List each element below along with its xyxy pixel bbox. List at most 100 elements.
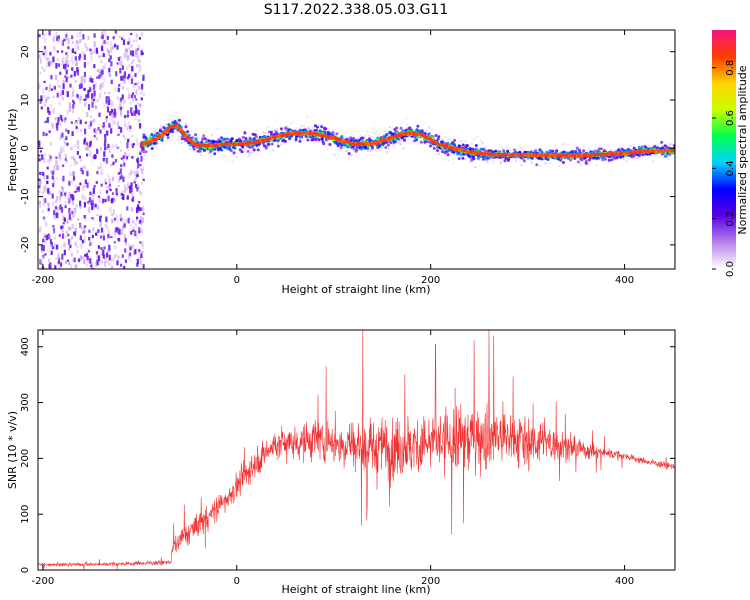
ridge-cell bbox=[476, 135, 479, 138]
noise-cell bbox=[87, 249, 90, 253]
noise-cell bbox=[104, 63, 107, 69]
noise-cell bbox=[87, 89, 90, 93]
noise-cell bbox=[91, 234, 94, 239]
noise-cell bbox=[130, 112, 134, 116]
ridge-cell bbox=[248, 137, 252, 141]
noise-cell bbox=[101, 168, 104, 175]
noise-cell bbox=[105, 182, 108, 185]
ridge-cell bbox=[607, 158, 611, 162]
noise-cell bbox=[46, 202, 49, 206]
noise-cell bbox=[129, 125, 132, 129]
noise-cell bbox=[130, 94, 133, 99]
noise-cell bbox=[122, 193, 125, 200]
noise-cell bbox=[99, 189, 102, 196]
noise-cell bbox=[101, 124, 104, 127]
ridge-cell bbox=[555, 147, 558, 150]
noise-cell bbox=[60, 156, 63, 162]
noise-cell bbox=[110, 213, 114, 216]
noise-cell bbox=[44, 184, 47, 189]
noise-cell bbox=[80, 226, 83, 230]
ridge-cell bbox=[184, 125, 188, 129]
noise-cell bbox=[46, 166, 49, 170]
ridge-cell bbox=[418, 129, 422, 133]
ridge-cell bbox=[244, 147, 247, 151]
noise-cell bbox=[99, 129, 102, 134]
noise-cell bbox=[91, 158, 94, 164]
noise-cell bbox=[54, 117, 57, 121]
noise-cell bbox=[125, 219, 128, 223]
ridge-cell bbox=[326, 132, 330, 135]
noise-cell bbox=[45, 222, 48, 227]
ridge-cell bbox=[453, 138, 457, 142]
noise-cell bbox=[92, 219, 96, 222]
noise-cell bbox=[82, 51, 85, 55]
noise-cell bbox=[142, 77, 145, 81]
ridge-cell bbox=[307, 126, 310, 130]
ridge-cell bbox=[141, 150, 144, 153]
noise-cell bbox=[99, 84, 102, 91]
noise-cell bbox=[43, 198, 46, 202]
noise-cell bbox=[135, 138, 138, 142]
noise-cell bbox=[55, 31, 58, 38]
noise-cell bbox=[66, 64, 69, 67]
noise-cell bbox=[62, 64, 66, 69]
noise-cell bbox=[139, 91, 142, 96]
ridge-cell bbox=[308, 128, 311, 131]
ridge-cell bbox=[641, 153, 645, 157]
noise-cell bbox=[109, 188, 112, 192]
ridge-cell bbox=[509, 148, 512, 151]
noise-cell bbox=[45, 187, 48, 193]
snr-plot-area bbox=[38, 330, 675, 570]
noise-cell bbox=[131, 97, 134, 102]
noise-cell bbox=[108, 254, 111, 261]
noise-cell bbox=[85, 99, 88, 105]
noise-cell bbox=[111, 112, 114, 119]
noise-cell bbox=[42, 256, 45, 260]
noise-cell bbox=[69, 163, 72, 168]
noise-cell bbox=[103, 77, 106, 83]
noise-cell bbox=[45, 56, 48, 61]
spectrogram-x-label: Height of straight line (km) bbox=[281, 283, 430, 296]
ridge-cell bbox=[347, 152, 351, 156]
ridge-cell bbox=[267, 142, 271, 146]
noise-cell bbox=[38, 204, 42, 208]
noise-cell bbox=[116, 45, 119, 50]
noise-cell bbox=[77, 258, 81, 263]
ridge-cell bbox=[403, 138, 406, 142]
ridge-cell bbox=[514, 159, 518, 163]
noise-cell bbox=[108, 123, 111, 128]
ridge-cell bbox=[203, 137, 207, 141]
noise-cell bbox=[49, 239, 52, 245]
noise-cell bbox=[99, 260, 102, 264]
ridge-cell bbox=[386, 143, 390, 147]
noise-cell bbox=[47, 188, 50, 194]
noise-cell bbox=[111, 100, 114, 107]
noise-cell bbox=[133, 95, 136, 99]
ridge-cell bbox=[272, 129, 276, 132]
noise-cell bbox=[137, 204, 140, 209]
noise-cell bbox=[40, 247, 44, 253]
noise-cell bbox=[108, 49, 111, 53]
noise-cell bbox=[81, 242, 84, 249]
ridge-cell bbox=[444, 135, 447, 139]
noise-cell bbox=[135, 107, 138, 113]
noise-cell bbox=[71, 223, 74, 229]
noise-cell bbox=[58, 85, 61, 89]
noise-cell bbox=[96, 76, 99, 79]
noise-cell bbox=[123, 220, 126, 224]
ridge-cell bbox=[507, 148, 511, 151]
ridge-cell bbox=[352, 134, 355, 138]
noise-cell bbox=[129, 246, 132, 251]
noise-cell bbox=[44, 238, 47, 244]
noise-cell bbox=[56, 93, 59, 98]
ridge-cell bbox=[276, 139, 280, 143]
ridge-cell bbox=[537, 159, 541, 162]
noise-cell bbox=[71, 40, 74, 44]
noise-cell bbox=[130, 259, 133, 263]
noise-cell bbox=[94, 105, 97, 109]
noise-cell bbox=[117, 105, 120, 111]
noise-cell bbox=[141, 83, 144, 90]
noise-cell bbox=[38, 54, 41, 59]
ridge-cell bbox=[572, 166, 575, 170]
noise-cell bbox=[106, 36, 109, 40]
